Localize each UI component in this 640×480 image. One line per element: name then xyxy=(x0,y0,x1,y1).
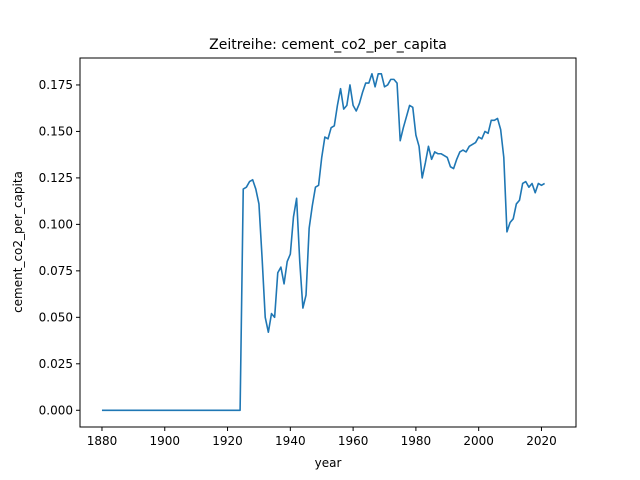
x-tick-label: 2000 xyxy=(463,434,494,448)
y-tick-label: 0.050 xyxy=(39,310,73,324)
y-tick-label: 0.025 xyxy=(39,357,73,371)
series-line-0 xyxy=(101,73,546,412)
plot-frame xyxy=(79,57,577,428)
x-tick-label: 2020 xyxy=(526,434,557,448)
x-axis-label: year xyxy=(315,456,342,470)
x-tick-label: 1940 xyxy=(275,434,306,448)
y-axis: 0.000 0.025 0.050 0.075 0.100 0.125 0.150 0.175 xyxy=(39,78,80,417)
x-tick-label: 1880 xyxy=(87,434,118,448)
x-tick-label: 1960 xyxy=(338,434,369,448)
y-tick-label: 0.175 xyxy=(39,78,73,92)
y-tick-label: 0.100 xyxy=(39,217,73,231)
y-tick-label: 0.125 xyxy=(39,171,73,185)
data-layer xyxy=(101,73,546,412)
chart-title: Zeitreihe: cement_co2_per_capita xyxy=(209,37,447,53)
y-tick-label: 0.150 xyxy=(39,124,73,138)
x-tick-label: 1920 xyxy=(212,434,243,448)
y-tick-label: 0.075 xyxy=(39,264,73,278)
x-tick-label: 1900 xyxy=(149,434,180,448)
y-tick-label: 0.000 xyxy=(39,403,73,417)
x-tick-label: 1980 xyxy=(401,434,432,448)
y-axis-label: cement_co2_per_capita xyxy=(11,171,25,313)
x-axis: 1880 1900 1920 1940 1960 1980 2000 2020 xyxy=(87,427,557,448)
